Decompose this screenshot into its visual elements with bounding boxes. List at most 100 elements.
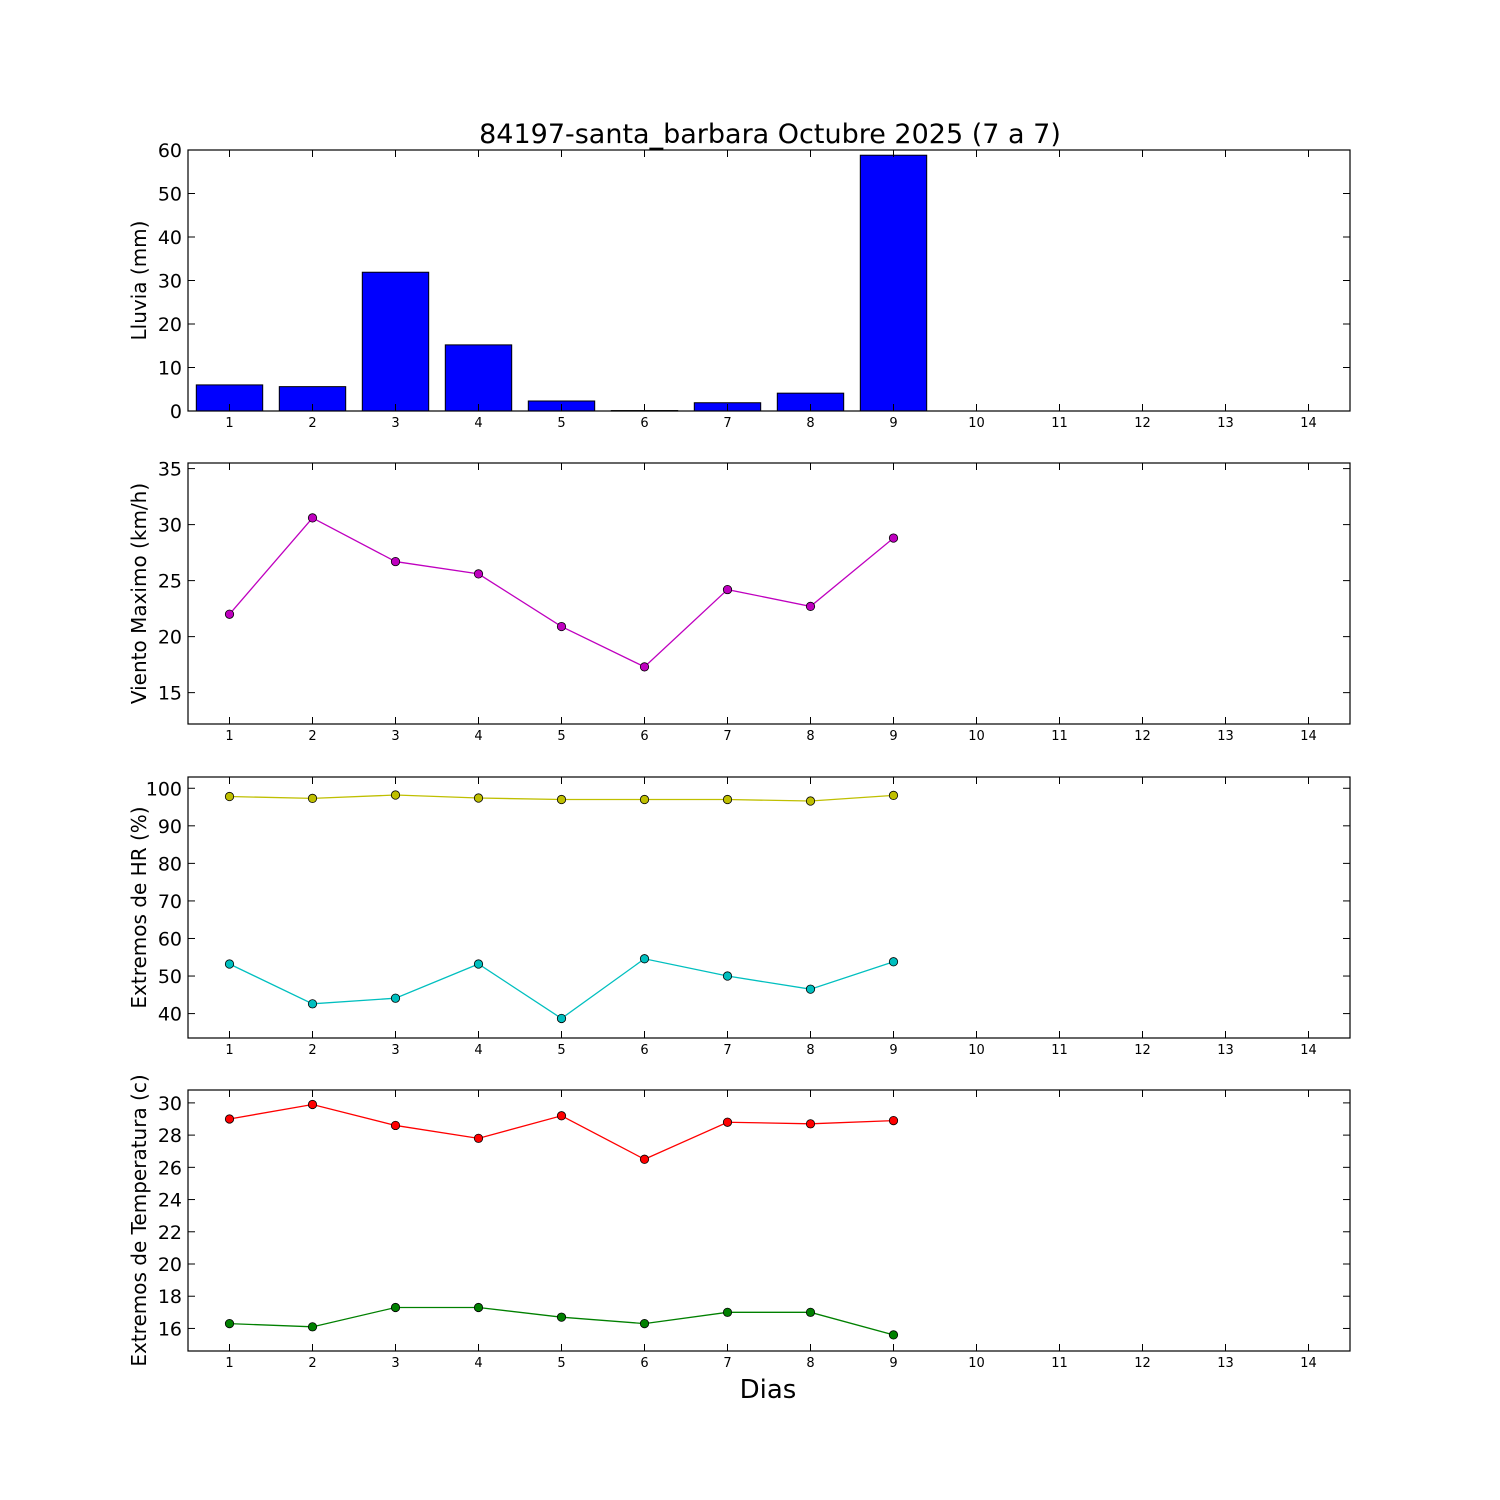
x-tick-label: 11 [1051, 729, 1068, 744]
y-tick-label: 50 [158, 184, 182, 206]
y-tick-label: 30 [158, 515, 182, 537]
y-axis-label: Extremos de Temperatura (c) [127, 1074, 151, 1366]
point-s1-day-1 [224, 609, 235, 619]
x-tick-label: 6 [640, 1356, 648, 1371]
y-tick-label: 60 [158, 928, 182, 950]
x-tick-label: 8 [806, 1043, 814, 1058]
bar-day-4 [444, 344, 513, 412]
point-s1-day-4 [473, 1133, 484, 1143]
x-tick-label: 9 [889, 729, 897, 744]
x-tick-label: 9 [889, 1043, 897, 1058]
y-tick-label: 30 [158, 271, 182, 293]
x-tick-label: 2 [308, 1356, 316, 1371]
x-tick-label: 11 [1051, 1043, 1068, 1058]
point-s1-day-3 [390, 1120, 401, 1131]
point-s2-day-3 [390, 993, 401, 1003]
y-tick-label: 16 [158, 1318, 182, 1340]
x-tick-label: 10 [968, 729, 985, 744]
point-s1-day-8 [805, 1119, 816, 1129]
y-tick-label: 10 [158, 358, 182, 380]
x-tick-label: 7 [723, 1043, 731, 1058]
x-tick-label: 6 [640, 1043, 648, 1058]
y-tick-label: 18 [158, 1286, 182, 1308]
point-s2-day-4 [473, 1302, 484, 1313]
point-s1-day-4 [473, 793, 484, 803]
point-s2-day-4 [473, 959, 484, 969]
point-s1-day-3 [390, 556, 401, 567]
point-s1-day-6 [639, 662, 650, 672]
point-s1-day-8 [805, 796, 816, 806]
y-tick-label: 90 [158, 816, 182, 838]
point-s1-day-9 [888, 1116, 899, 1126]
x-tick-label: 10 [968, 1043, 985, 1058]
x-tick-label: 1 [225, 1043, 233, 1058]
point-s1-day-5 [556, 794, 567, 805]
y-axis-label: Extremos de HR (%) [127, 806, 151, 1008]
y-tick-label: 26 [158, 1157, 182, 1179]
point-s2-day-6 [639, 954, 650, 964]
x-tick-label: 10 [968, 1356, 985, 1371]
x-tick-label: 8 [806, 1356, 814, 1371]
x-tick-label: 9 [889, 1356, 897, 1371]
chart-title: 84197-santa_barbara Octubre 2025 (7 a 7) [479, 119, 1061, 150]
y-axis-label: Lluvia (mm) [127, 221, 151, 341]
x-tick-label: 14 [1300, 729, 1317, 744]
x-tick-label: 7 [723, 729, 731, 744]
x-axis-label: Dias [740, 1375, 797, 1405]
point-s1-day-9 [888, 790, 899, 801]
y-tick-label: 40 [158, 1004, 182, 1026]
point-s2-day-5 [556, 1312, 567, 1322]
point-s1-day-2 [307, 793, 318, 804]
point-s2-day-9 [888, 1330, 899, 1340]
point-s1-day-2 [307, 1099, 318, 1110]
axes-frame [187, 1089, 1351, 1352]
y-tick-label: 60 [158, 140, 182, 162]
x-tick-label: 6 [640, 416, 648, 431]
x-tick-label: 4 [474, 1356, 482, 1371]
x-tick-label: 8 [806, 416, 814, 431]
point-s1-day-3 [390, 790, 401, 800]
x-tick-label: 14 [1300, 1356, 1317, 1371]
y-tick-label: 22 [158, 1222, 182, 1244]
point-s2-day-2 [307, 999, 318, 1009]
y-tick-label: 70 [158, 891, 182, 913]
y-tick-label: 80 [158, 853, 182, 875]
x-tick-label: 12 [1134, 416, 1151, 431]
point-s1-day-9 [888, 533, 899, 543]
x-tick-label: 2 [308, 416, 316, 431]
point-s1-day-6 [639, 1154, 650, 1164]
x-tick-label: 9 [889, 416, 897, 431]
axes-frame [187, 462, 1351, 725]
x-tick-label: 12 [1134, 729, 1151, 744]
x-tick-label: 8 [806, 729, 814, 744]
point-s1-day-1 [224, 1114, 235, 1124]
x-tick-label: 14 [1300, 1043, 1317, 1058]
x-tick-label: 12 [1134, 1043, 1151, 1058]
x-tick-label: 3 [391, 729, 399, 744]
x-tick-label: 11 [1051, 416, 1068, 431]
x-tick-label: 14 [1300, 416, 1317, 431]
y-tick-label: 50 [158, 966, 182, 988]
bar-day-9 [859, 154, 928, 412]
x-tick-label: 7 [723, 1356, 731, 1371]
axes-frame [187, 776, 1351, 1039]
x-tick-label: 5 [557, 1356, 565, 1371]
x-tick-label: 11 [1051, 1356, 1068, 1371]
point-s1-day-4 [473, 569, 484, 579]
x-tick-label: 12 [1134, 1356, 1151, 1371]
x-tick-label: 13 [1217, 729, 1234, 744]
x-tick-label: 1 [225, 416, 233, 431]
y-tick-label: 0 [170, 401, 182, 423]
point-s1-day-5 [556, 621, 567, 632]
x-tick-label: 1 [225, 1356, 233, 1371]
point-s1-day-2 [307, 513, 318, 523]
y-tick-label: 15 [158, 683, 182, 705]
point-s1-day-5 [556, 1111, 567, 1121]
y-axis-label: Viento Maximo (km/h) [127, 483, 151, 704]
y-tick-label: 24 [158, 1190, 182, 1212]
x-tick-label: 4 [474, 416, 482, 431]
point-s2-day-1 [224, 1319, 235, 1329]
